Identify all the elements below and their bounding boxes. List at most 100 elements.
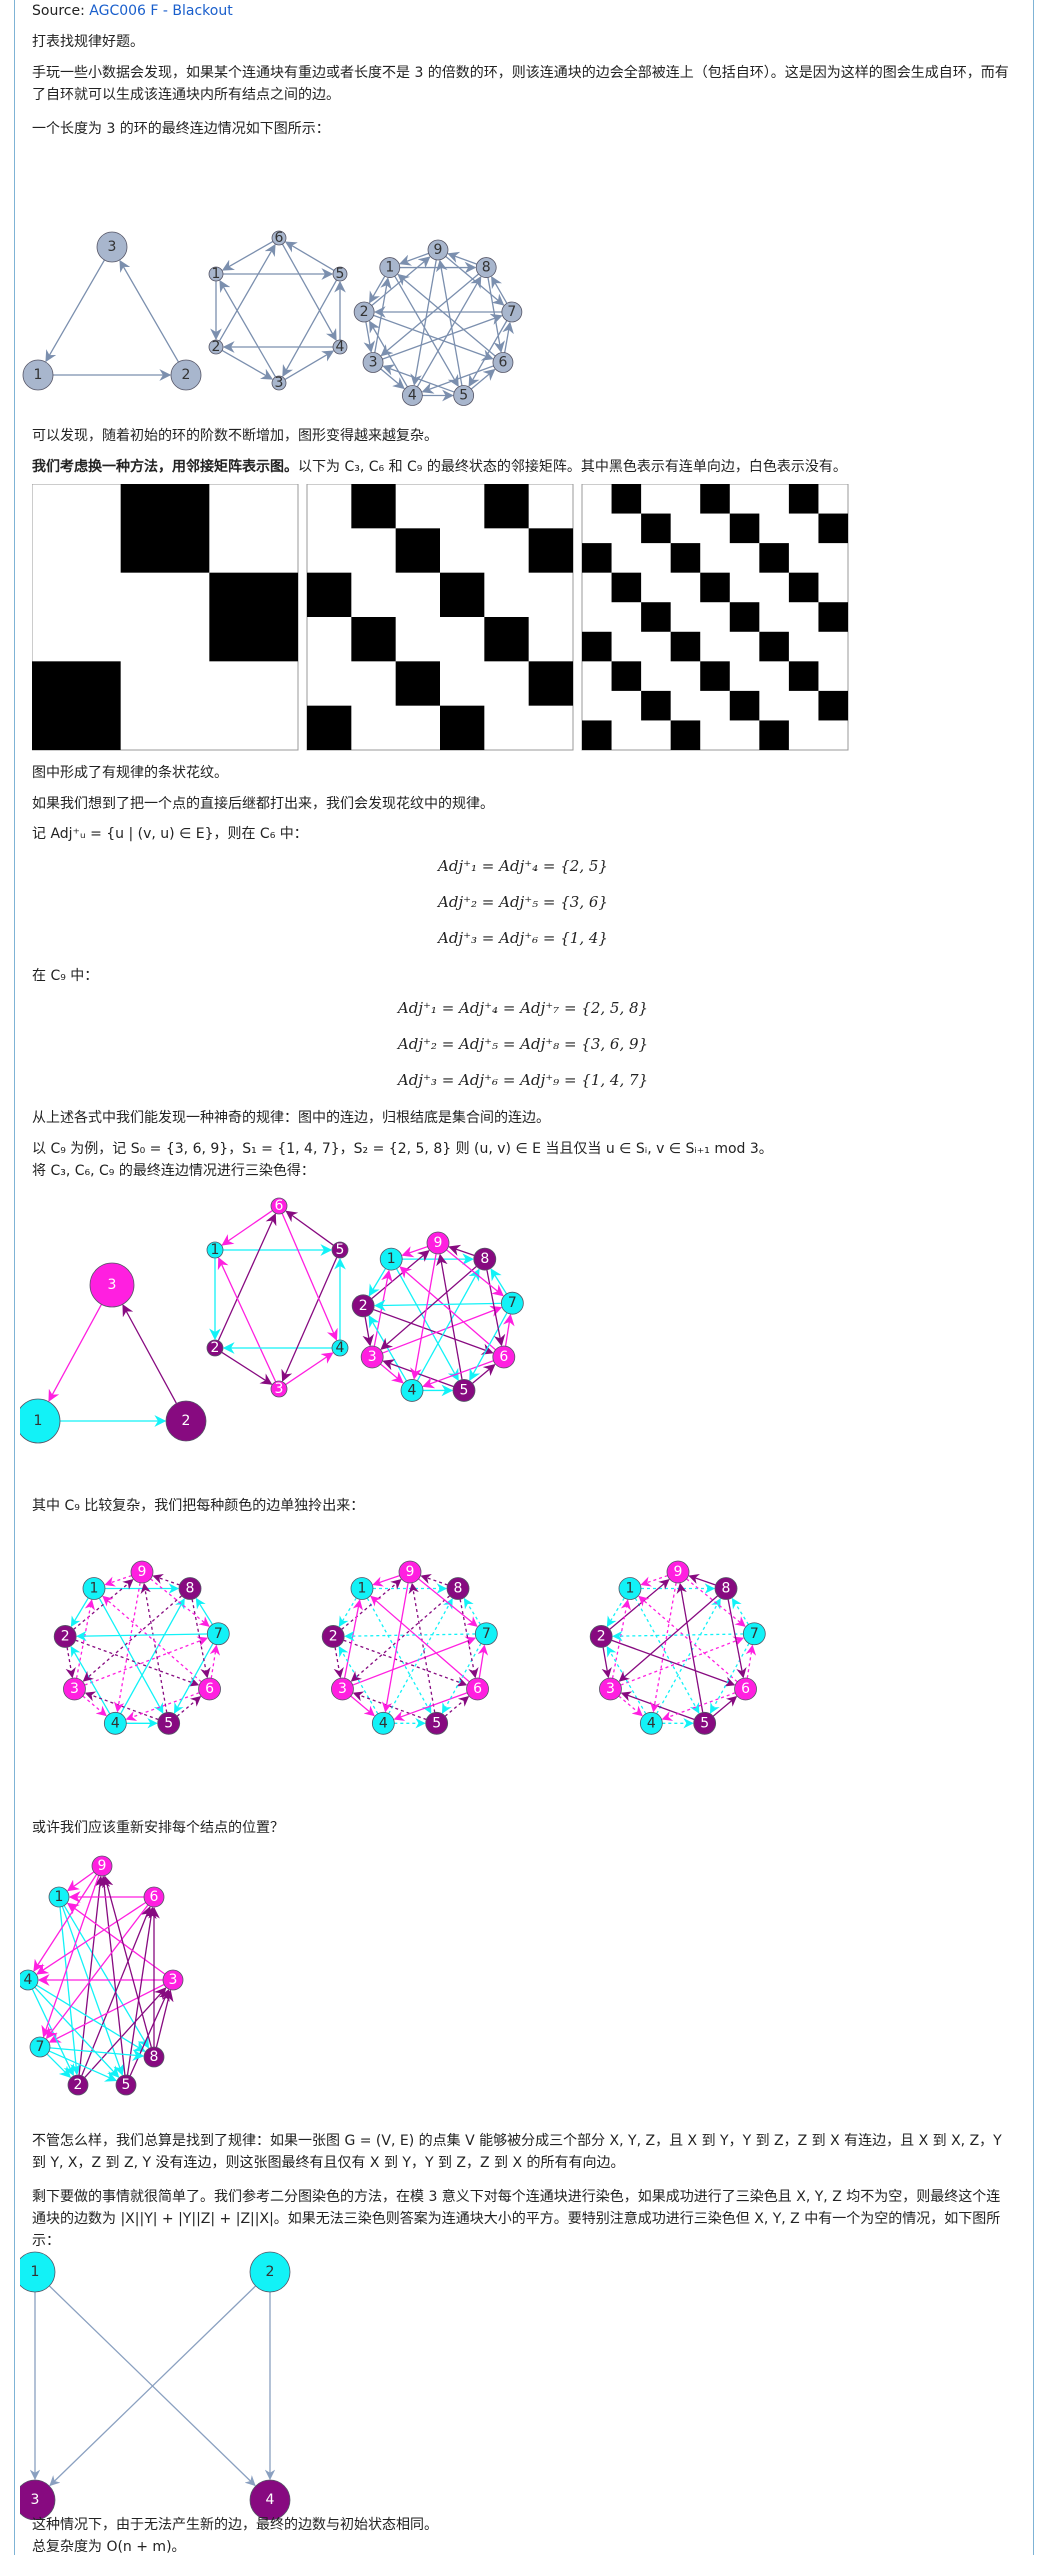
svg-text:3: 3: [70, 1681, 79, 1697]
adj-definition: 记 Adj⁺ᵤ = {u | (v, u) ∈ E}，则在 C₆ 中：: [32, 826, 308, 842]
edge-6-4: [281, 243, 337, 342]
matrix-c9: [581, 484, 849, 751]
pattern-note: 图中形成了有规律的条状花纹。: [32, 765, 228, 781]
node-2: 2: [321, 1625, 345, 1648]
matrix-cell: [729, 602, 760, 632]
edge-3-7: [48, 1983, 165, 2043]
matrix-intro: 我们考虑换一种方法，用邻接矩阵表示图。以下为 C₃, C₆ 和 C₉ 的最终状态…: [32, 456, 847, 478]
node-3: 3: [96, 231, 128, 263]
edge-2-3: [601, 1647, 612, 1679]
svg-text:3: 3: [31, 2492, 40, 2508]
matrix-cell: [670, 720, 701, 750]
edge-3-7: [620, 1636, 745, 1686]
node-6: 6: [270, 1197, 288, 1215]
edge-9-4: [33, 1874, 98, 1972]
edge-1-2: [59, 1906, 82, 2076]
edge-7-2: [612, 1630, 744, 1642]
svg-text:1: 1: [90, 1581, 99, 1597]
edge-3-1: [219, 279, 277, 378]
matrix-cell: [440, 705, 485, 750]
matrix-cell: [729, 690, 760, 721]
edge-1-5: [634, 1597, 700, 1714]
node-8: 8: [473, 1247, 497, 1271]
svg-text:8: 8: [454, 1581, 463, 1597]
node-6: 6: [271, 230, 287, 246]
figure-bipartite-example: 1 2 3 4: [20, 2251, 291, 2520]
svg-text:7: 7: [36, 2039, 45, 2055]
svg-text:6: 6: [275, 1198, 284, 1214]
matrix-cell: [670, 543, 701, 573]
node-4: 4: [400, 1379, 424, 1402]
edge-6-1: [399, 1266, 496, 1351]
edge-6-1: [370, 1595, 470, 1683]
svg-text:3: 3: [368, 1349, 377, 1365]
node-3: 3: [599, 1677, 622, 1701]
edge-4-8: [120, 1598, 185, 1714]
svg-text:6: 6: [205, 1681, 214, 1697]
matrix-cell: [582, 543, 612, 573]
edge-3-7: [382, 313, 503, 360]
edge-3-4: [350, 1695, 375, 1717]
set-rule-note: 从上述各式中我们能发现一种神奇的规律：图中的连边，归根结底是集合间的连边。: [32, 1110, 550, 1126]
svg-text:8: 8: [480, 1251, 489, 1267]
edge-3-1: [75, 1599, 96, 1679]
edge-2-6: [75, 1639, 200, 1687]
edge-7-2: [46, 2053, 72, 2079]
edge-8-6: [486, 1269, 506, 1347]
edge-3-1: [611, 1599, 632, 1679]
successor-note: 如果我们想到了把一个点的直接后继都打出来，我们会发现花纹中的规律。: [32, 796, 494, 812]
edge-3-7: [84, 1636, 209, 1686]
node-8: 8: [714, 1577, 738, 1600]
edge-9-7: [150, 1578, 210, 1627]
figure-split-colors: 1 2 3 4 5 6 7 8 9 1 2 3 4 5 6 7 8 9 1 2 3 4 5 6 7 8 9: [53, 1560, 766, 1735]
svg-text:1: 1: [385, 260, 394, 276]
svg-text:1: 1: [34, 367, 43, 383]
matrix-cell: [484, 484, 529, 529]
page-frame: [14, 0, 1034, 2555]
node-5: 5: [331, 1241, 349, 1259]
node-9: 9: [427, 239, 449, 261]
complexity-note: 可以发现，随着初始的环的阶数不断增加，图形变得越来越复杂。: [32, 428, 438, 444]
edge-8-6: [191, 1599, 211, 1679]
svg-text:6: 6: [473, 1681, 482, 1697]
svg-text:7: 7: [750, 1626, 759, 1642]
edge-5-9: [436, 1253, 463, 1380]
matrix-intro-bold: 我们考虑换一种方法，用邻接矩阵表示图。: [32, 459, 298, 475]
edge-7-5: [709, 1643, 750, 1714]
svg-text:6: 6: [150, 1889, 159, 1905]
matrix-cell: [700, 661, 730, 691]
edge-2-3: [119, 259, 180, 363]
edge-8-9: [447, 251, 478, 265]
matrix-cell: [209, 572, 298, 662]
node-8: 8: [475, 257, 497, 278]
edge-2-3: [333, 1647, 344, 1679]
node-3: 3: [162, 1969, 184, 1991]
edge-6-4: [125, 1692, 200, 1721]
node-2: 2: [208, 339, 224, 355]
set-definition: 以 C₉ 为例，记 S₀ = {3, 6, 9}，S₁ = {1, 4, 7}，…: [32, 1141, 773, 1157]
source-link[interactable]: AGC006 F - Blackout: [89, 3, 233, 19]
edge-2-3: [84, 1987, 167, 2079]
edge-1-2: [70, 1597, 89, 1628]
svg-text:5: 5: [336, 1242, 345, 1258]
matrix-cell: [700, 572, 730, 603]
svg-text:3: 3: [108, 1277, 117, 1293]
edge-6-7: [503, 1313, 515, 1347]
matrix-cell: [818, 602, 848, 632]
node-8: 8: [178, 1577, 202, 1600]
node-4: 4: [401, 385, 423, 406]
svg-text:1: 1: [626, 1581, 635, 1597]
edge-2-6: [373, 314, 494, 361]
node-4: 4: [249, 2479, 291, 2520]
figure-colored-graphs: 1 2 3 1 2 3 4 5 6 1 2 3 4 5 6 7 8 9: [20, 1197, 524, 1444]
matrix-cell: [611, 484, 642, 514]
svg-text:1: 1: [387, 1251, 396, 1267]
edge-1-5: [98, 1597, 164, 1714]
node-4: 4: [103, 1711, 127, 1735]
edge-8-3: [380, 273, 479, 357]
adjacency-matrices: [32, 484, 849, 751]
matrix-cell: [670, 631, 701, 662]
complexity-summary: 总复杂度为 O(n + m)。: [32, 2539, 186, 2555]
svg-text:4: 4: [336, 1340, 345, 1356]
equation-c9-3: Adj⁺₃ = Adj⁺₆ = Adj⁺₉ = {1, 4, 7}: [397, 1071, 649, 1089]
